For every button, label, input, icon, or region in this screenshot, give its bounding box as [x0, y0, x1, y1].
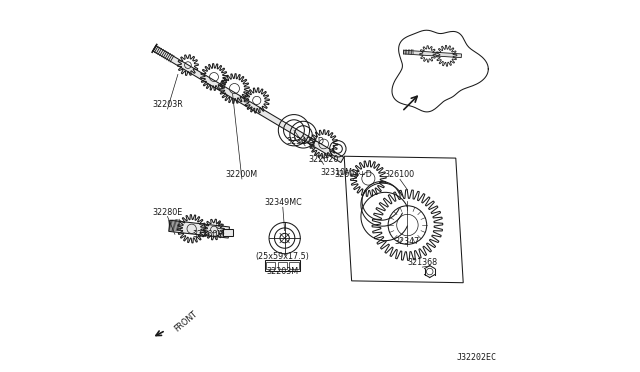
Text: (25x59x17.5): (25x59x17.5) [256, 252, 310, 261]
Text: 322620: 322620 [308, 155, 339, 164]
Text: 326100: 326100 [385, 170, 415, 179]
Text: 32260M: 32260M [193, 230, 225, 239]
Text: FRONT: FRONT [173, 310, 199, 334]
Text: 32310M: 32310M [321, 169, 353, 177]
Polygon shape [223, 230, 232, 235]
Text: J32202EC: J32202EC [457, 353, 497, 362]
Polygon shape [404, 50, 461, 58]
Text: 32280E: 32280E [152, 208, 182, 217]
Text: 32349MC: 32349MC [264, 198, 301, 207]
Text: 32347: 32347 [395, 237, 420, 246]
Text: 32203R: 32203R [152, 100, 183, 109]
Polygon shape [153, 46, 344, 163]
Text: 32604+D: 32604+D [335, 170, 372, 179]
Text: 321368: 321368 [407, 258, 437, 267]
Text: 32200M: 32200M [226, 170, 258, 179]
Text: 32347+D: 32347+D [286, 137, 324, 146]
Text: 32203M: 32203M [267, 267, 299, 276]
Text: ®: ® [214, 222, 223, 231]
Polygon shape [169, 220, 230, 238]
